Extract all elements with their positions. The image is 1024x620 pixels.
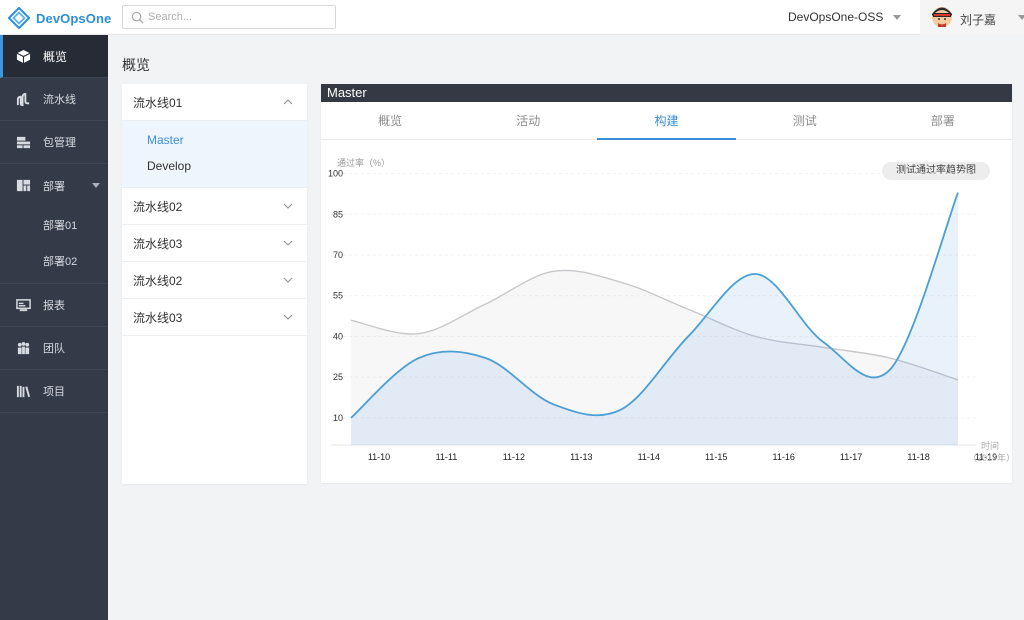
x-tick-label: 11-11 — [436, 452, 458, 462]
top-bar: DevOpsOne DevOpsOne-OSS 刘子嘉 — [0, 0, 1024, 35]
y-tick-label: 70 — [333, 250, 343, 260]
sidebar-subitem-deploy02[interactable]: 部署02 — [43, 256, 78, 268]
tab-bar: 概览 活动 构建 测试 部署 — [321, 102, 1012, 140]
search-box[interactable] — [122, 5, 336, 29]
pipeline-icon — [15, 91, 31, 107]
sidebar-item-project[interactable]: 项目 — [0, 370, 108, 413]
project-name: DevOpsOne-OSS — [788, 10, 884, 24]
x-tick-label: 11-14 — [638, 452, 660, 462]
pipeline-name: 流水线02 — [133, 199, 183, 214]
chart: 通过率（%） 测试通过率趋势图 10 25 40 55 70 85 100 11-10 11-1… — [321, 140, 1016, 483]
pipeline-item-expanded[interactable]: 流水线01 — [122, 84, 307, 121]
pipeline-item[interactable]: 流水线02 — [122, 262, 307, 299]
tab-deploy[interactable]: 部署 — [930, 114, 955, 128]
tab-test[interactable]: 测试 — [792, 114, 817, 128]
logo-icon — [8, 7, 30, 29]
chevron-up-icon — [283, 99, 293, 105]
x-tick-label: 11-10 — [368, 452, 390, 462]
chart-xlabel: 时间 （2017年） — [968, 440, 1016, 464]
series-line — [350, 192, 959, 419]
chevron-down-icon — [283, 203, 293, 209]
chevron-down-icon — [1018, 15, 1024, 20]
pipeline-item[interactable]: 流水线02 — [122, 188, 307, 225]
sidebar-item-packages[interactable]: 包管理 — [0, 121, 108, 164]
x-tick-label: 11-16 — [772, 452, 794, 462]
avatar — [932, 7, 952, 27]
deploy-icon — [15, 178, 31, 194]
sidebar-item-label: 报表 — [43, 300, 65, 312]
sidebar-item-label: 流水线 — [43, 94, 76, 106]
cube-icon — [15, 48, 31, 64]
sidebar-item-report[interactable]: 报表 — [0, 284, 108, 327]
chart-legend[interactable]: 测试通过率趋势图 — [882, 162, 990, 180]
sidebar-item-label: 团队 — [43, 343, 65, 355]
sidebar-item-pipeline[interactable]: 流水线 — [0, 78, 108, 121]
package-icon — [15, 134, 31, 150]
y-tick-label: 40 — [333, 331, 343, 341]
sidebar-item-label: 概览 — [43, 49, 68, 64]
sidebar-item-label: 包管理 — [43, 137, 76, 149]
y-tick-label: 10 — [333, 413, 343, 423]
pipeline-item[interactable]: 流水线03 — [122, 225, 307, 262]
line-chart: 10 25 40 55 70 85 100 11-10 11-11 11-12 11-13 11-14… — [328, 169, 997, 462]
y-tick-label: 100 — [328, 169, 343, 179]
y-tick-label: 25 — [333, 372, 343, 382]
sidebar-item-label: 项目 — [43, 386, 65, 398]
logo[interactable]: DevOpsOne — [8, 7, 111, 29]
branch-detail-card: Master 概览 活动 构建 测试 部署 通过率（%） 测试通过率趋势图 10… — [321, 84, 1016, 483]
project-select[interactable]: DevOpsOne-OSS — [788, 10, 902, 24]
y-tick-label: 55 — [333, 291, 343, 301]
search-icon — [131, 11, 144, 24]
sidebar-item-team[interactable]: 团队 — [0, 327, 108, 370]
chart-xlabel-unit: （2017年） — [968, 453, 1016, 463]
sidebar-item-deploy[interactable]: 部署 — [0, 164, 108, 207]
y-tick-label: 85 — [333, 209, 343, 219]
pipeline-name: 流水线01 — [133, 95, 183, 110]
chart-xlabel-title: 时间 — [980, 441, 999, 451]
pipeline-name: 流水线03 — [133, 236, 183, 251]
series-line — [350, 269, 959, 381]
pipeline-name: 流水线03 — [133, 310, 183, 325]
x-tick-label: 11-12 — [503, 452, 525, 462]
tab-build[interactable]: 构建 — [597, 102, 736, 140]
deploy-group: 部署 部署01 部署02 — [0, 164, 108, 284]
branch-item-master[interactable]: Master — [147, 133, 184, 147]
sidebar-item-label: 部署 — [43, 180, 65, 193]
sidebar: 概览 流水线 包管理 部署 部署01 部署02 报表 团队 — [0, 35, 108, 620]
page-title: 概览 — [122, 57, 150, 73]
x-tick-label: 11-13 — [570, 452, 592, 462]
user-name: 刘子嘉 — [960, 13, 997, 27]
chevron-down-icon — [283, 240, 293, 246]
team-icon — [15, 340, 31, 356]
search-input[interactable] — [148, 8, 328, 26]
pipeline-name: 流水线02 — [133, 273, 183, 288]
branch-list: Master Develop — [122, 121, 307, 188]
series-area — [351, 192, 958, 445]
chevron-down-icon — [283, 314, 293, 320]
x-tick-label: 11-15 — [705, 452, 727, 462]
sidebar-item-overview[interactable]: 概览 — [0, 35, 108, 78]
chevron-down-icon — [283, 277, 293, 283]
tab-overview[interactable]: 概览 — [378, 114, 403, 128]
app-name: DevOpsOne — [36, 10, 112, 26]
x-tick-label: 11-18 — [907, 452, 929, 462]
series-area — [351, 270, 958, 445]
pipeline-item[interactable]: 流水线03 — [122, 299, 307, 336]
chevron-down-icon — [92, 183, 100, 188]
x-tick-label: 11-19 — [975, 452, 997, 462]
project-icon — [15, 383, 31, 399]
chevron-down-icon — [893, 14, 902, 20]
card-header: Master — [321, 84, 1012, 102]
report-icon — [15, 297, 31, 313]
sidebar-subitem-deploy01[interactable]: 部署01 — [43, 220, 78, 232]
chart-ylabel: 通过率（%） — [337, 158, 391, 168]
pipeline-list: 流水线01 Master Develop 流水线02 流水线03 流水线02 流… — [122, 84, 307, 484]
branch-item-develop[interactable]: Develop — [147, 159, 192, 173]
user-menu[interactable]: 刘子嘉 — [920, 0, 1024, 35]
tab-activity[interactable]: 活动 — [516, 114, 541, 128]
x-tick-label: 11-17 — [840, 452, 862, 462]
